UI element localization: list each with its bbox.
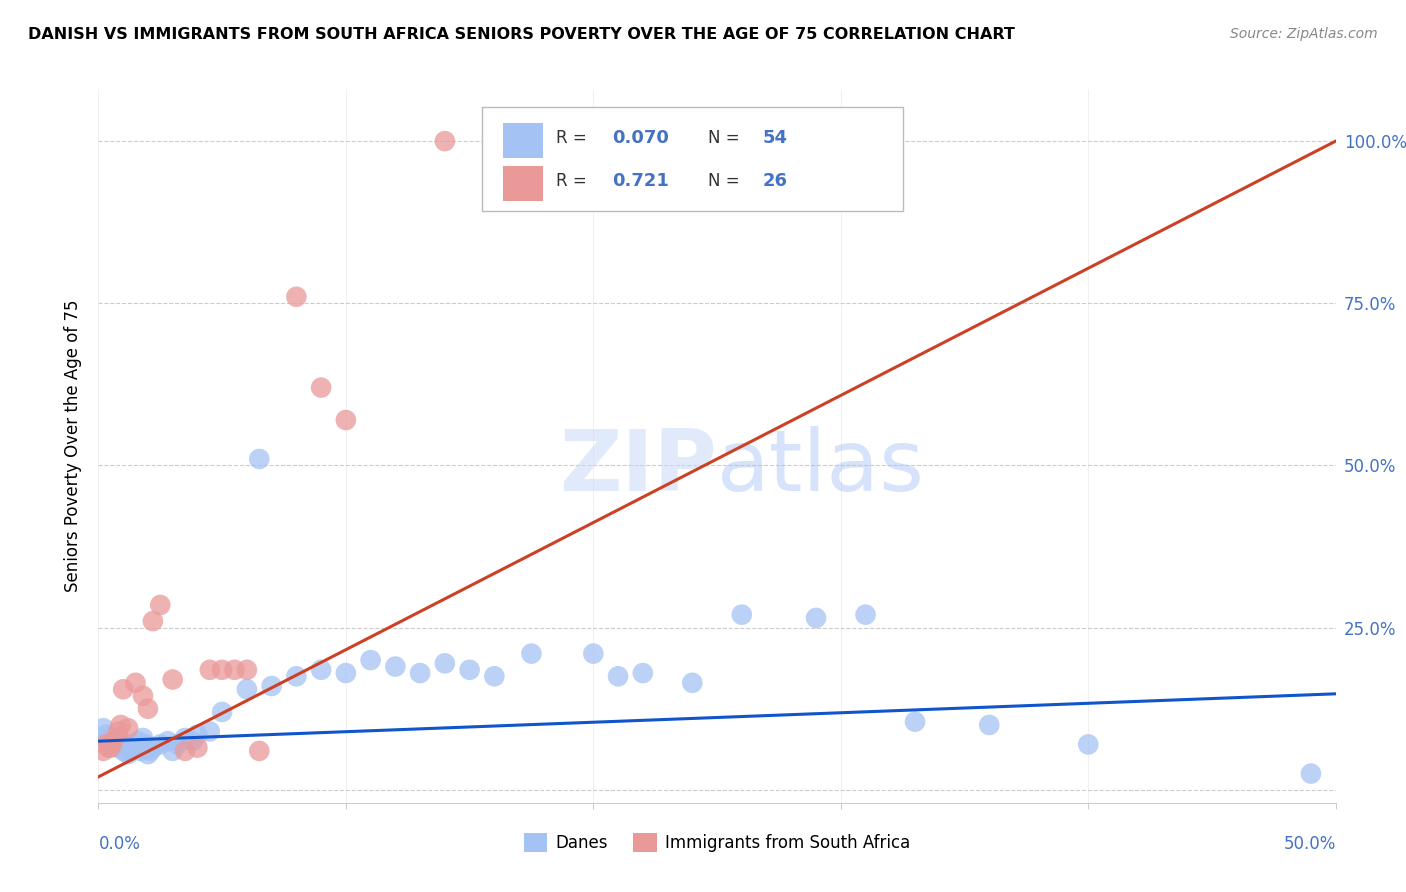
Point bbox=[211, 705, 233, 719]
Point bbox=[409, 666, 432, 681]
Point bbox=[112, 744, 135, 758]
Point bbox=[247, 744, 270, 758]
Text: DANISH VS IMMIGRANTS FROM SOUTH AFRICA SENIORS POVERTY OVER THE AGE OF 75 CORREL: DANISH VS IMMIGRANTS FROM SOUTH AFRICA S… bbox=[28, 27, 1015, 42]
Point bbox=[117, 721, 139, 735]
Point bbox=[156, 734, 179, 748]
Point bbox=[804, 611, 827, 625]
Point bbox=[107, 724, 129, 739]
Point bbox=[484, 669, 506, 683]
Point bbox=[384, 659, 406, 673]
Point bbox=[117, 747, 139, 761]
Text: N =: N = bbox=[709, 171, 745, 189]
Point bbox=[855, 607, 877, 622]
Point bbox=[247, 452, 270, 467]
Point bbox=[129, 744, 152, 758]
Point bbox=[149, 738, 172, 752]
Point bbox=[186, 728, 208, 742]
Point bbox=[360, 653, 382, 667]
Point bbox=[97, 731, 120, 745]
Point bbox=[433, 134, 456, 148]
Point bbox=[166, 738, 188, 752]
Point bbox=[136, 747, 159, 761]
Point bbox=[112, 682, 135, 697]
Point bbox=[198, 724, 221, 739]
Point bbox=[124, 675, 146, 690]
Point bbox=[174, 731, 197, 745]
Point bbox=[100, 740, 122, 755]
Y-axis label: Seniors Poverty Over the Age of 75: Seniors Poverty Over the Age of 75 bbox=[65, 300, 83, 592]
Point bbox=[149, 598, 172, 612]
Text: 0.721: 0.721 bbox=[612, 171, 669, 189]
Point bbox=[236, 663, 259, 677]
Point bbox=[132, 689, 155, 703]
Point bbox=[110, 718, 132, 732]
Point bbox=[211, 663, 233, 677]
Point bbox=[582, 647, 605, 661]
Point bbox=[181, 734, 204, 748]
Text: Source: ZipAtlas.com: Source: ZipAtlas.com bbox=[1230, 27, 1378, 41]
Point bbox=[335, 413, 357, 427]
Point bbox=[93, 744, 115, 758]
Point bbox=[114, 738, 136, 752]
Legend: Danes, Immigrants from South Africa: Danes, Immigrants from South Africa bbox=[517, 826, 917, 859]
Point bbox=[139, 744, 162, 758]
Point bbox=[174, 744, 197, 758]
Text: N =: N = bbox=[709, 128, 745, 146]
Point bbox=[94, 728, 117, 742]
Point bbox=[433, 657, 456, 671]
Text: atlas: atlas bbox=[717, 425, 925, 509]
Point bbox=[124, 740, 146, 755]
Point bbox=[100, 734, 122, 748]
Point bbox=[681, 675, 703, 690]
FancyBboxPatch shape bbox=[503, 123, 543, 158]
Point bbox=[224, 663, 246, 677]
Text: R =: R = bbox=[557, 171, 598, 189]
Point bbox=[309, 663, 332, 677]
Text: 0.0%: 0.0% bbox=[98, 835, 141, 853]
Point bbox=[110, 734, 132, 748]
Point bbox=[731, 607, 754, 622]
Point bbox=[631, 666, 654, 681]
Point bbox=[309, 381, 332, 395]
Point bbox=[285, 290, 308, 304]
Point bbox=[979, 718, 1001, 732]
Point bbox=[162, 744, 184, 758]
Point bbox=[260, 679, 283, 693]
Point bbox=[458, 663, 481, 677]
Point bbox=[132, 731, 155, 745]
FancyBboxPatch shape bbox=[503, 166, 543, 201]
Point bbox=[1077, 738, 1099, 752]
Point bbox=[285, 669, 308, 683]
Point bbox=[104, 731, 127, 745]
FancyBboxPatch shape bbox=[482, 107, 903, 211]
Point bbox=[134, 738, 156, 752]
Point bbox=[93, 721, 115, 735]
Point bbox=[94, 738, 117, 752]
Point bbox=[162, 673, 184, 687]
Point bbox=[335, 666, 357, 681]
Point bbox=[520, 647, 543, 661]
Point bbox=[607, 669, 630, 683]
Point bbox=[103, 738, 125, 752]
Point bbox=[1299, 766, 1322, 780]
Text: R =: R = bbox=[557, 128, 592, 146]
Point bbox=[136, 702, 159, 716]
Point bbox=[186, 740, 208, 755]
Point bbox=[103, 734, 125, 748]
Point bbox=[236, 682, 259, 697]
Point bbox=[127, 734, 149, 748]
Point bbox=[122, 738, 145, 752]
Text: 54: 54 bbox=[763, 128, 787, 146]
Text: 0.070: 0.070 bbox=[612, 128, 669, 146]
Point bbox=[142, 614, 165, 628]
Point bbox=[120, 744, 142, 758]
Text: 26: 26 bbox=[763, 171, 787, 189]
Point bbox=[904, 714, 927, 729]
Text: ZIP: ZIP bbox=[560, 425, 717, 509]
Point bbox=[107, 740, 129, 755]
Point bbox=[198, 663, 221, 677]
Text: 50.0%: 50.0% bbox=[1284, 835, 1336, 853]
Point bbox=[97, 740, 120, 755]
Point bbox=[142, 740, 165, 755]
